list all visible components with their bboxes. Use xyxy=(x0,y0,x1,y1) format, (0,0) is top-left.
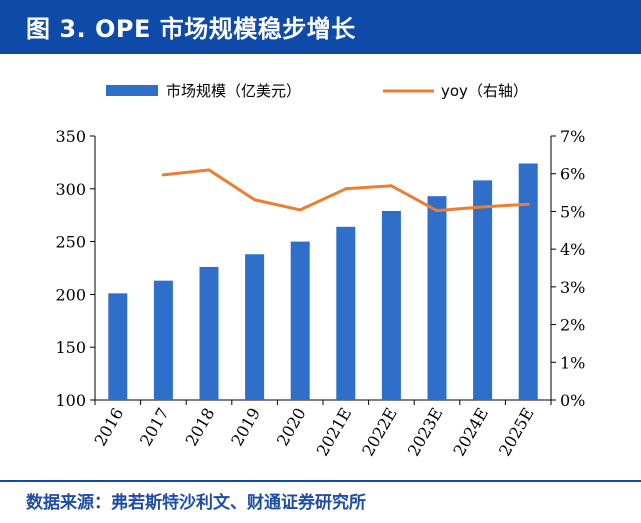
left-tick-label: 300 xyxy=(55,180,86,199)
right-tick-label: 6% xyxy=(560,165,585,184)
yoy-point xyxy=(298,208,302,212)
right-tick-label: 7% xyxy=(560,127,585,146)
x-tick-label: 2020 xyxy=(273,405,310,450)
x-tick-label: 2025E xyxy=(495,405,538,460)
yoy-point xyxy=(161,173,165,177)
right-tick-label: 0% xyxy=(560,391,585,410)
yoy-point xyxy=(389,184,393,188)
x-tick-label: 2023E xyxy=(404,405,447,460)
bar xyxy=(153,280,173,400)
bar xyxy=(245,254,265,400)
x-tick-label: 2016 xyxy=(90,405,127,450)
x-tick-label: 2024E xyxy=(449,404,492,459)
legend-line-label: yoy（右轴） xyxy=(441,82,528,100)
x-tick-label: 2019 xyxy=(227,405,264,450)
yoy-point xyxy=(253,198,257,202)
bar xyxy=(290,241,310,400)
bar xyxy=(381,210,401,400)
yoy-point xyxy=(207,168,211,172)
source-note: 数据来源：弗若斯特沙利文、财通证券研究所 xyxy=(26,493,366,513)
chart: 市场规模（亿美元） yoy（右轴） 100 150 200 250 300 350 0% 1%… xyxy=(55,82,585,459)
left-tick-label: 100 xyxy=(55,391,86,410)
source-divider xyxy=(0,480,641,482)
yoy-series xyxy=(161,168,530,213)
right-tick-label: 3% xyxy=(560,278,585,297)
x-tick-label: 2017 xyxy=(136,405,173,450)
bar xyxy=(473,180,493,400)
title-bar: 图 3. OPE 市场规模稳步增长 xyxy=(0,0,641,54)
bar xyxy=(108,293,128,400)
bar xyxy=(336,226,356,400)
left-tick-label: 200 xyxy=(55,285,86,304)
x-tick-label: 2021E xyxy=(313,405,356,460)
x-tick-label: 2018 xyxy=(182,405,219,450)
legend: 市场规模（亿美元） yoy（右轴） xyxy=(106,82,528,100)
yoy-point xyxy=(481,205,485,209)
left-tick-label: 250 xyxy=(55,233,86,252)
legend-bar-swatch xyxy=(106,85,158,96)
bar xyxy=(199,266,219,400)
yoy-point xyxy=(526,202,530,206)
left-tick-label: 150 xyxy=(55,338,86,357)
bar xyxy=(518,163,538,400)
x-tick-label: 2022E xyxy=(358,405,401,460)
yoy-point xyxy=(344,187,348,191)
bar-series xyxy=(108,163,538,400)
chart-title: 图 3. OPE 市场规模稳步增长 xyxy=(26,15,356,43)
right-tick-label: 4% xyxy=(560,240,585,259)
left-tick-label: 350 xyxy=(55,127,86,146)
right-tick-label: 1% xyxy=(560,353,585,372)
right-tick-label: 5% xyxy=(560,202,585,221)
right-tick-label: 2% xyxy=(560,316,585,335)
legend-bar-label: 市场规模（亿美元） xyxy=(166,82,301,100)
yoy-point xyxy=(435,209,439,213)
bar xyxy=(427,196,447,400)
